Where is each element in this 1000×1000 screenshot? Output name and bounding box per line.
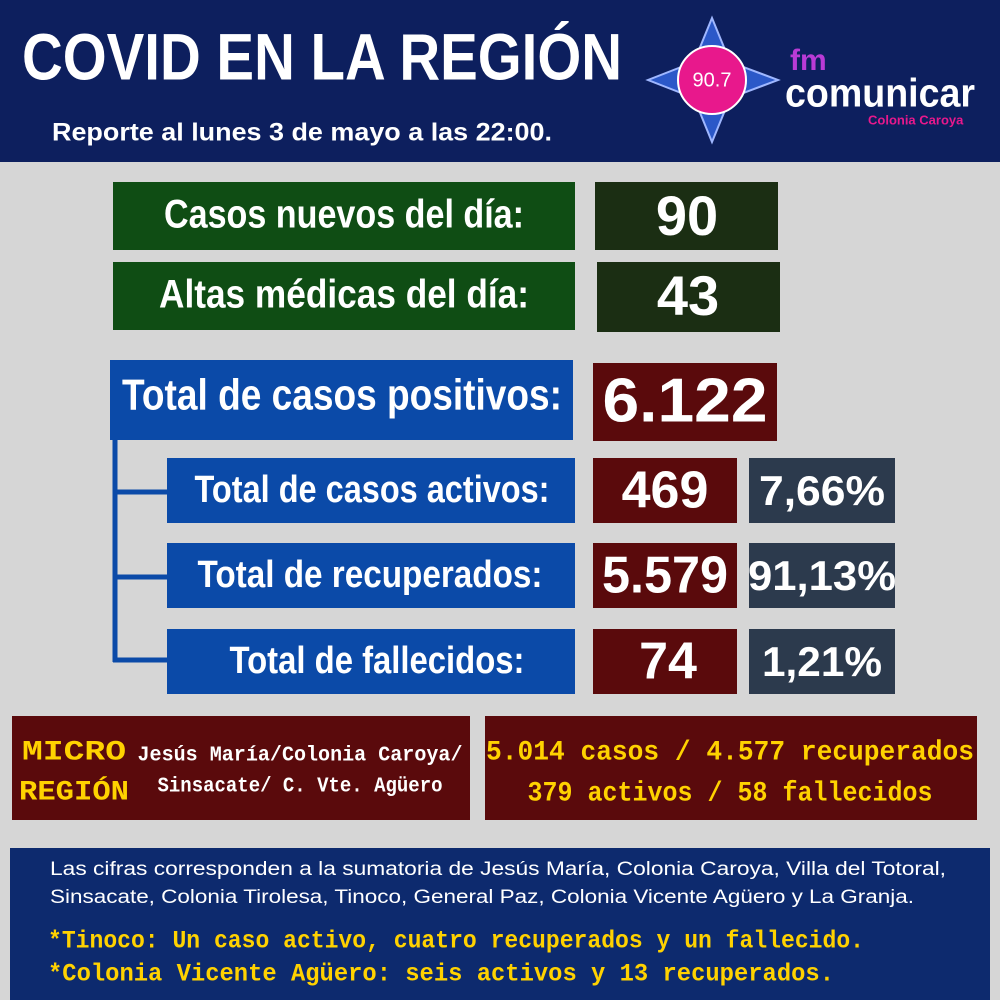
percent-box [749,543,895,608]
micro-region-places: Jesús María/Colonia Caroya/ [138,745,463,768]
stat-value: 5.579 [602,547,728,605]
logo-brand: comunicar [785,72,975,116]
stat-label: Casos nuevos del día: [164,193,524,237]
connector [112,438,170,663]
micro-region-label: MICRO [22,737,126,768]
micro-region-summary-box [485,716,977,820]
label-box [110,360,573,440]
value-box [595,182,778,250]
title: COVID EN LA REGIÓN [22,19,622,93]
label-box [113,182,575,250]
stat-value: 90 [656,184,718,247]
value-box [593,543,737,608]
logo-location: Colonia Caroya [868,112,964,127]
value-box [593,363,777,441]
stat-percent: 7,66% [759,467,885,514]
subtitle: Reporte al lunes 3 de mayo a las 22:00. [52,119,552,147]
stat-label: Total de casos positivos: [122,371,562,420]
stat-value: 469 [622,462,709,520]
percent-box [749,629,895,694]
label-box [167,458,575,523]
percent-box [749,458,895,523]
stat-label: Altas médicas del día: [159,273,529,317]
micro-region-places: Sinsacate/ C. Vte. Agüero [158,776,443,799]
footer-note: Sinsacate, Colonia Tirolesa, Tinoco, Gen… [50,887,914,908]
footer-note: Las cifras corresponden a la sumatoria d… [50,859,946,880]
header-band [0,0,1000,162]
value-box [593,458,737,523]
value-box [593,629,737,694]
logo-frequency: 90.7 [693,69,732,91]
value-box [597,262,780,332]
footer-highlight: *Tinoco: Un caso activo, cuatro recupera… [48,927,864,956]
micro-region-box [12,716,470,820]
stat-value: 43 [657,264,719,327]
stat-label: Total de casos activos: [195,469,550,511]
stat-value: 74 [639,633,697,691]
footer-box [10,848,990,1000]
stat-label: Total de recuperados: [198,554,543,596]
footer-highlight: *Colonia Vicente Agüero: seis activos y … [48,960,834,989]
logo-prefix: fm [790,44,827,77]
micro-region-summary: 379 activos / 58 fallecidos [528,778,933,809]
stat-percent: 1,21% [762,638,882,685]
stat-label: Total de fallecidos: [230,640,525,682]
label-box [167,543,575,608]
label-box [113,262,575,330]
label-box [167,629,575,694]
stat-percent: 91,13% [748,552,896,599]
stat-value: 6.122 [603,366,768,435]
logo-circle [677,45,747,115]
micro-region-summary: 5.014 casos / 4.577 recuperados [486,737,974,768]
micro-region-label: REGIÓN [19,775,129,808]
logo: 90.7 fm comunicar Colonia Caroya [645,15,975,145]
